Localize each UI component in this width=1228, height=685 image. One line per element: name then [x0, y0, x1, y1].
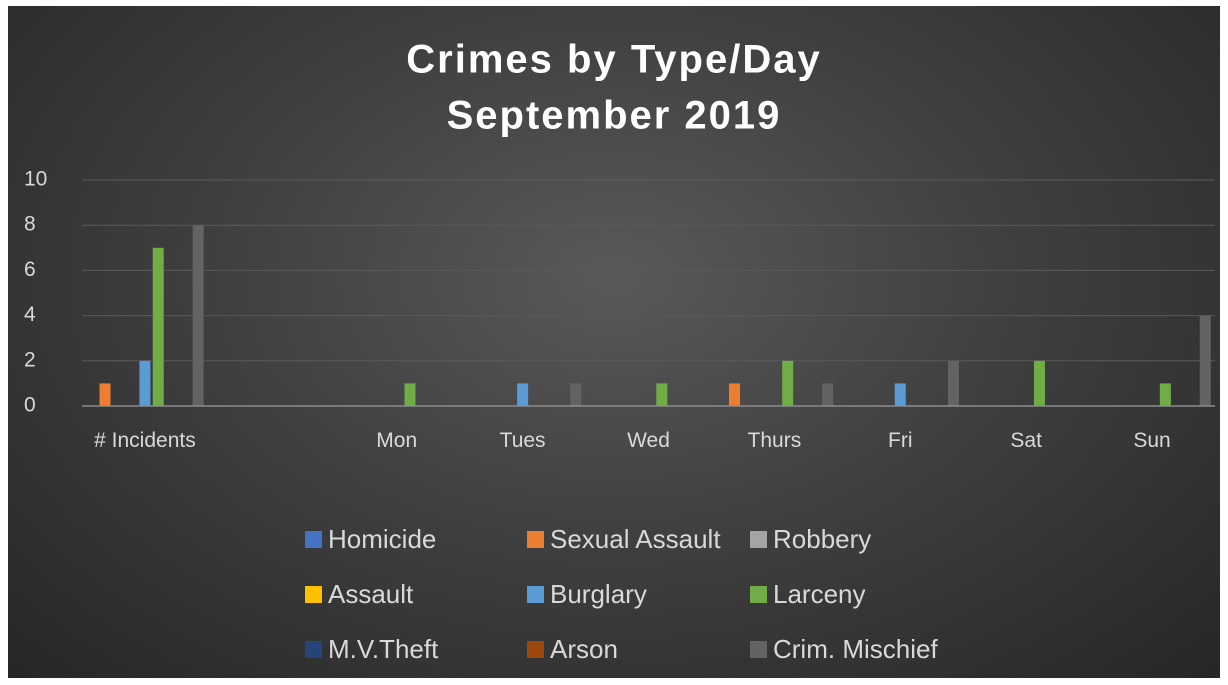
chart-title: Crimes by Type/Day	[406, 38, 821, 82]
legend-swatch	[527, 586, 544, 603]
bar	[782, 360, 794, 406]
x-tick-label: Tues	[499, 429, 546, 452]
x-tick-label: Fri	[888, 429, 913, 452]
legend-item: Burglary	[527, 579, 647, 610]
x-tick-label: Sat	[1010, 429, 1042, 452]
y-tick-label: 2	[24, 348, 36, 371]
x-tick-label: Wed	[627, 429, 670, 452]
legend-label: Homicide	[328, 524, 437, 554]
legend-label: Larceny	[773, 579, 866, 609]
legend-swatch	[750, 531, 767, 548]
legend-label: Robbery	[773, 524, 872, 554]
legend-label: Assault	[328, 579, 414, 609]
legend-item: M.V.Theft	[305, 634, 438, 665]
x-tick-label: Sun	[1133, 429, 1171, 452]
legend-swatch	[305, 586, 322, 603]
bar	[656, 383, 668, 406]
legend-swatch	[750, 641, 767, 658]
bar	[152, 247, 164, 406]
bar	[1159, 383, 1171, 406]
y-tick-label: 10	[24, 168, 47, 191]
legend-item: Sexual Assault	[527, 524, 721, 555]
legend-item: Assault	[305, 579, 413, 610]
bar	[947, 360, 959, 406]
y-tick-label: 6	[24, 258, 36, 281]
y-tick-label: 0	[24, 394, 36, 417]
bar	[139, 360, 151, 406]
legend-label: Sexual Assault	[550, 524, 721, 554]
x-tick-label: Mon	[376, 429, 418, 452]
bar	[517, 383, 529, 406]
legend-item: Larceny	[750, 579, 866, 610]
chart: Crimes by Type/Day September 2019 0 2 4 6 8 1…	[8, 6, 1220, 678]
bar	[894, 383, 906, 406]
legend-item: Robbery	[750, 524, 871, 555]
legend-label: Burglary	[550, 579, 647, 609]
bar	[570, 383, 582, 406]
y-tick-label: 4	[24, 303, 36, 326]
y-tick-label: 8	[24, 213, 36, 236]
bar	[728, 383, 740, 406]
x-tick-label: # Incidents	[94, 429, 196, 452]
legend-label: M.V.Theft	[328, 634, 439, 664]
legend-label: Crim. Mischief	[773, 634, 938, 664]
legend-item: Crim. Mischief	[750, 634, 938, 665]
bar	[192, 225, 204, 406]
legend-item: Arson	[527, 634, 618, 665]
legend-swatch	[305, 531, 322, 548]
legend-swatch	[750, 586, 767, 603]
bar	[99, 383, 111, 406]
chart-subtitle: September 2019	[447, 94, 782, 138]
bar	[404, 383, 416, 406]
legend-item: Homicide	[305, 524, 436, 555]
legend-swatch	[527, 641, 544, 658]
chart-svg: Crimes by Type/Day September 2019 0 2 4 6 8 1…	[24, 38, 1215, 417]
legend-label: Arson	[550, 634, 618, 664]
bar	[1199, 315, 1211, 406]
bar	[1033, 360, 1045, 406]
bar	[822, 383, 834, 406]
legend-swatch	[527, 531, 544, 548]
x-tick-label: Thurs	[747, 429, 802, 452]
legend-swatch	[305, 641, 322, 658]
